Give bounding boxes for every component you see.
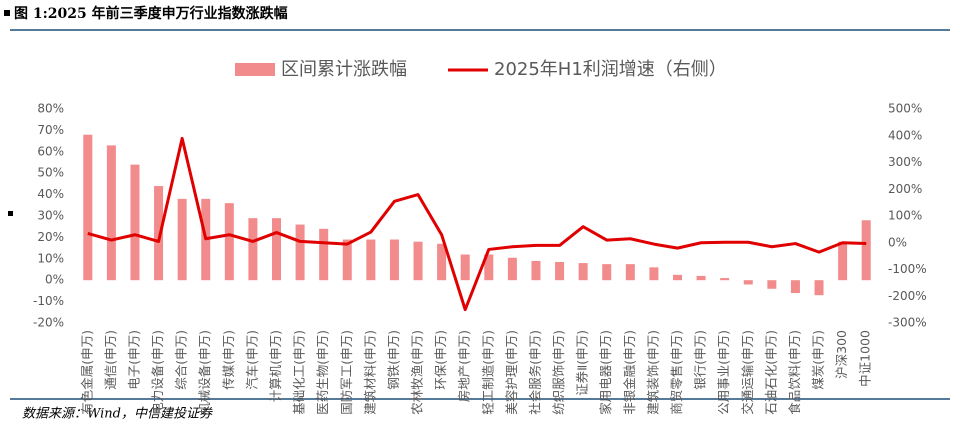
bar <box>248 218 258 281</box>
bar <box>295 224 305 281</box>
bar <box>743 280 753 285</box>
bar <box>696 275 706 281</box>
x-tick-label: 煤炭(申万) <box>811 330 826 390</box>
x-tick-label: 钢铁(申万) <box>386 330 401 390</box>
bar <box>413 241 423 281</box>
bar <box>366 239 376 281</box>
x-tick-label: 美容护理(申万) <box>504 330 519 415</box>
x-tick-label: 非银金融(申万) <box>622 330 637 415</box>
x-tick-label: 银行(申万) <box>693 330 708 390</box>
source-note: 数据来源：Wind，中信建投证券 <box>22 407 213 422</box>
y2-tick-label: -200% <box>888 289 927 303</box>
x-tick-label: 综合(申万) <box>174 330 189 390</box>
y-tick-label: 70% <box>37 123 64 137</box>
x-tick-label: 社会服务(申万) <box>527 330 542 415</box>
x-tick-label: 基础化工(申万) <box>292 330 307 415</box>
bar <box>531 260 541 281</box>
bar <box>861 220 871 281</box>
x-tick-label: 房地产(申万) <box>457 330 472 402</box>
y-tick-label: 30% <box>37 209 64 223</box>
bar <box>389 239 399 281</box>
y2-tick-label: 300% <box>888 155 922 169</box>
bar <box>838 241 848 281</box>
x-tick-label: 医药生物(申万) <box>315 330 330 415</box>
title-marker <box>4 10 10 16</box>
x-tick-label: 汽车(申万) <box>244 330 259 390</box>
x-tick-label: 电力设备(申万) <box>150 330 165 415</box>
x-tick-label: 有色金属(申万) <box>79 330 94 415</box>
figure-title: 图 1:2025 年前三季度申万行业指数涨跌幅 <box>14 5 288 22</box>
bar <box>767 280 777 289</box>
y-tick-label: -10% <box>33 294 64 308</box>
y2-tick-label: 500% <box>888 102 922 116</box>
x-tick-label: 电子(申万) <box>126 330 141 390</box>
x-tick-label: 家用电器(申万) <box>598 330 613 415</box>
y2-tick-label: -300% <box>888 316 927 330</box>
x-tick-label: 证券Ⅱ(申万) <box>575 330 590 396</box>
legend-label: 区间累计涨跌幅 <box>281 59 407 80</box>
legend-label: 2025年H1利润增速（右侧） <box>494 59 727 80</box>
x-tick-label: 交通运输(申万) <box>740 330 755 415</box>
y2-tick-label: 200% <box>888 182 922 196</box>
x-tick-label: 石油石化(申万) <box>763 330 778 415</box>
bar <box>814 280 824 296</box>
bar <box>578 263 588 281</box>
x-tick-label: 纺织服饰(申万) <box>551 330 566 415</box>
y2-tick-label: 0% <box>888 235 907 249</box>
x-tick-label: 传媒(申万) <box>221 330 236 390</box>
x-tick-label: 环保(申万) <box>433 330 448 390</box>
y-tick-label: 20% <box>37 230 64 244</box>
bar <box>484 254 494 281</box>
y-tick-label: 50% <box>37 166 64 180</box>
bar <box>272 218 281 281</box>
y-tick-label: 0% <box>45 273 64 287</box>
y2-tick-label: 100% <box>888 209 922 223</box>
bar <box>342 239 352 281</box>
x-tick-label: 国防军工(申万) <box>339 330 354 415</box>
x-tick-label: 建筑装饰(申万) <box>645 330 660 415</box>
line <box>87 136 867 312</box>
bar <box>507 257 517 281</box>
y-tick-label: 80% <box>37 102 64 116</box>
bar <box>790 280 800 294</box>
bar <box>83 134 93 281</box>
x-tick-label: 通信(申万) <box>103 330 118 390</box>
bar <box>224 203 234 281</box>
bar <box>625 264 635 281</box>
x-tick-label: 商贸零售(申万) <box>669 330 684 415</box>
bar <box>720 278 730 281</box>
bar <box>673 274 682 281</box>
bar <box>106 145 116 281</box>
bar <box>555 262 565 281</box>
x-tick-label: 计算机(申万) <box>268 330 283 402</box>
legend-swatch <box>235 63 275 76</box>
bar <box>437 243 447 281</box>
x-tick-label: 机械设备(申万) <box>197 330 212 415</box>
x-tick-label: 建筑材料(申万) <box>362 330 377 415</box>
bar <box>319 228 329 281</box>
bar <box>602 264 612 281</box>
bar <box>130 164 140 281</box>
bar <box>649 267 659 281</box>
x-tick-label: 食品饮料(申万) <box>787 330 802 415</box>
bar <box>177 198 187 281</box>
x-tick-label: 公用事业(申万) <box>716 330 731 415</box>
bar <box>460 254 470 281</box>
y-tick-label: -20% <box>33 316 64 330</box>
x-tick-label: 沪深300 <box>834 330 849 379</box>
x-tick-label: 农林牧渔(申万) <box>410 330 425 415</box>
y-tick-label: 60% <box>37 144 64 158</box>
x-tick-label: 轻工制造(申万) <box>480 330 495 415</box>
y-tick-label: 10% <box>37 251 64 265</box>
bar <box>154 186 164 281</box>
x-tick-label: 中证1000 <box>858 330 873 387</box>
bullet <box>8 211 13 216</box>
y-tick-label: 40% <box>37 187 64 201</box>
y2-tick-label: -100% <box>888 262 927 276</box>
y2-tick-label: 400% <box>888 128 922 142</box>
